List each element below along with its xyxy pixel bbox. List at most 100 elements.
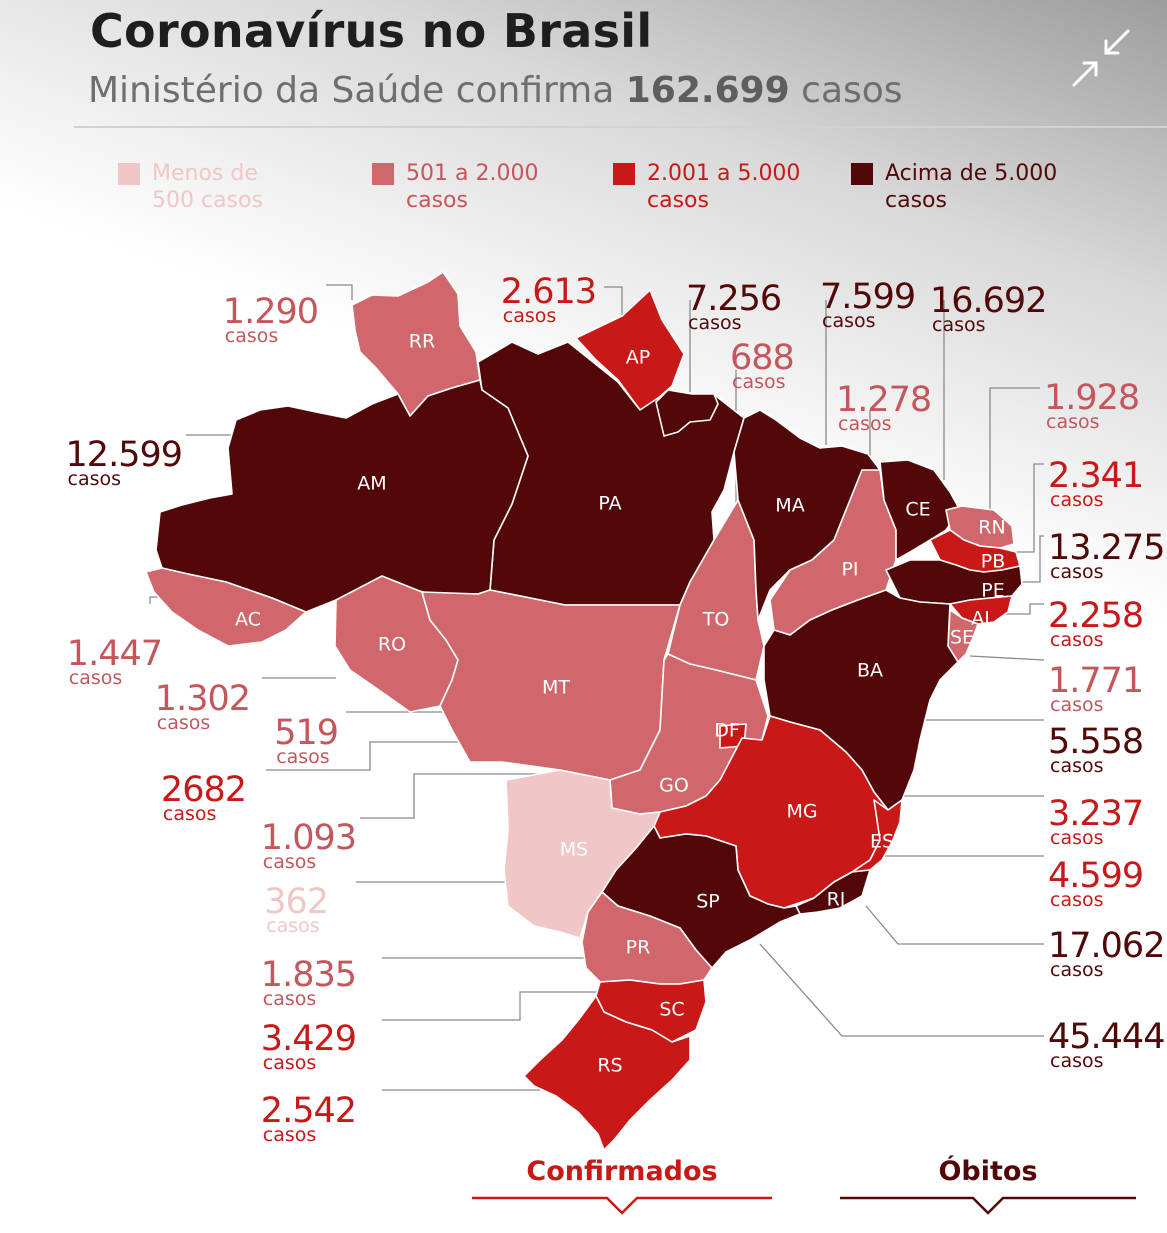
case-count-mg: 3.237: [1048, 794, 1143, 834]
state-code-ce: CE: [905, 499, 930, 521]
subtitle-suffix: casos: [789, 70, 903, 111]
case-count-mt: 519: [274, 713, 338, 753]
state-code-go: GO: [659, 775, 689, 797]
leader-line-se: [969, 655, 1045, 661]
case-unit-label: casos: [822, 310, 876, 332]
legend-label: 501 a 2.000 casos: [406, 161, 539, 213]
tab-underline-chevron-icon: [840, 1196, 1136, 1215]
case-unit-label: casos: [1050, 561, 1104, 583]
leader-line-rn: [989, 387, 1040, 520]
case-count-rj: 17.062: [1048, 926, 1164, 966]
case-unit-label: casos: [276, 746, 330, 768]
collapse-arrows-icon[interactable]: [1070, 28, 1132, 88]
state-code-rj: RJ: [827, 889, 846, 911]
state-code-ma: MA: [775, 495, 804, 517]
state-region-ac: [145, 567, 307, 647]
leader-line-sp: [759, 943, 1044, 1037]
case-count-rn: 1.928: [1044, 378, 1139, 418]
case-count-rs: 2.542: [261, 1091, 356, 1131]
legend-swatch: [118, 163, 140, 185]
state-code-am: AM: [357, 473, 386, 495]
case-unit-label: casos: [266, 915, 320, 937]
legend-swatch: [372, 163, 394, 185]
tab-underline-chevron-icon: [472, 1196, 772, 1215]
state-code-ms: MS: [560, 839, 588, 861]
state-code-df: DF: [714, 720, 740, 742]
page-title: Coronavírus no Brasil: [90, 4, 653, 58]
legend-label: Acima de 5.000 casos: [885, 161, 1058, 213]
subtitle-prefix: Ministério da Saúde confirma: [88, 70, 626, 111]
case-unit-label: casos: [932, 314, 986, 336]
state-regions: [145, 271, 1023, 1151]
subtitle-total-cases: 162.699: [625, 70, 790, 111]
page-subtitle: Ministério da Saúde confirma 162.699 cas…: [88, 70, 903, 111]
case-unit-label: casos: [1050, 755, 1104, 777]
state-code-se: SE: [950, 627, 974, 649]
case-count-to: 688: [730, 338, 794, 378]
state-region-mj: [655, 389, 719, 437]
case-count-se: 1.771: [1048, 661, 1143, 701]
legend-label: Menos de 500 casos: [152, 161, 263, 213]
leader-line-rj: [865, 905, 1044, 945]
case-unit-label: casos: [157, 712, 211, 734]
tab-confirmed[interactable]: Confirmados: [470, 1156, 774, 1221]
state-code-ba: BA: [857, 660, 883, 682]
case-unit-label: casos: [68, 468, 122, 490]
state-code-pi: PI: [841, 559, 858, 581]
state-region-rs: [523, 995, 691, 1151]
state-region-rj: [795, 869, 871, 915]
case-count-ba: 5.558: [1048, 722, 1143, 762]
leader-line-go: [360, 773, 640, 819]
case-unit-label: casos: [1050, 827, 1104, 849]
state-region-es: [851, 799, 903, 873]
case-unit-label: casos: [69, 667, 123, 689]
state-region-ap: [575, 289, 685, 411]
case-count-pb: 2.341: [1048, 456, 1143, 496]
case-count-go: 1.093: [261, 818, 356, 858]
case-unit-label: casos: [1050, 629, 1104, 651]
state-code-pb: PB: [981, 551, 1006, 573]
case-count-sp: 45.444: [1048, 1017, 1164, 1057]
state-code-rn: RN: [978, 517, 1005, 539]
state-code-mg: MG: [786, 801, 817, 823]
case-unit-label: casos: [1050, 889, 1104, 911]
case-unit-label: casos: [838, 413, 892, 435]
case-count-sc: 3.429: [261, 1019, 356, 1059]
case-count-ro: 1.302: [155, 679, 250, 719]
case-count-al: 2.258: [1048, 596, 1143, 636]
tab-deaths[interactable]: Óbitos: [838, 1156, 1138, 1221]
case-unit-label: casos: [1050, 1050, 1104, 1072]
state-region-ce: [879, 459, 961, 561]
state-code-mt: MT: [542, 677, 570, 699]
case-unit-label: casos: [1046, 411, 1100, 433]
leader-line-pe: [1016, 535, 1044, 583]
case-unit-label: casos: [263, 1124, 317, 1146]
case-count-ms: 362: [264, 882, 328, 922]
state-code-rs: RS: [597, 1055, 622, 1077]
leader-line-sc: [382, 991, 600, 1021]
tab-confirmed-label: Confirmados: [526, 1156, 718, 1187]
case-count-ma: 7.599: [820, 277, 915, 317]
leader-line-rr: [326, 284, 353, 300]
legend-label: 2.001 a 5.000 casos: [647, 161, 801, 213]
case-count-rr: 1.290: [223, 292, 318, 332]
case-count-pa: 7.256: [686, 279, 781, 319]
case-count-am: 12.599: [66, 435, 182, 475]
leader-line-al: [1004, 603, 1044, 615]
state-code-al: AL: [971, 608, 995, 630]
case-count-ap: 2.613: [501, 272, 596, 312]
case-unit-label: casos: [688, 312, 742, 334]
state-region-am: [155, 379, 529, 613]
legend-swatch: [851, 163, 873, 185]
case-unit-label: casos: [1050, 694, 1104, 716]
case-unit-label: casos: [263, 988, 317, 1010]
case-unit-label: casos: [163, 803, 217, 825]
state-code-to: TO: [702, 609, 730, 631]
state-region-ms: [503, 769, 661, 939]
leader-line-pb: [1010, 463, 1044, 553]
case-count-ac: 1.447: [67, 634, 162, 674]
state-code-rr: RR: [409, 331, 435, 353]
